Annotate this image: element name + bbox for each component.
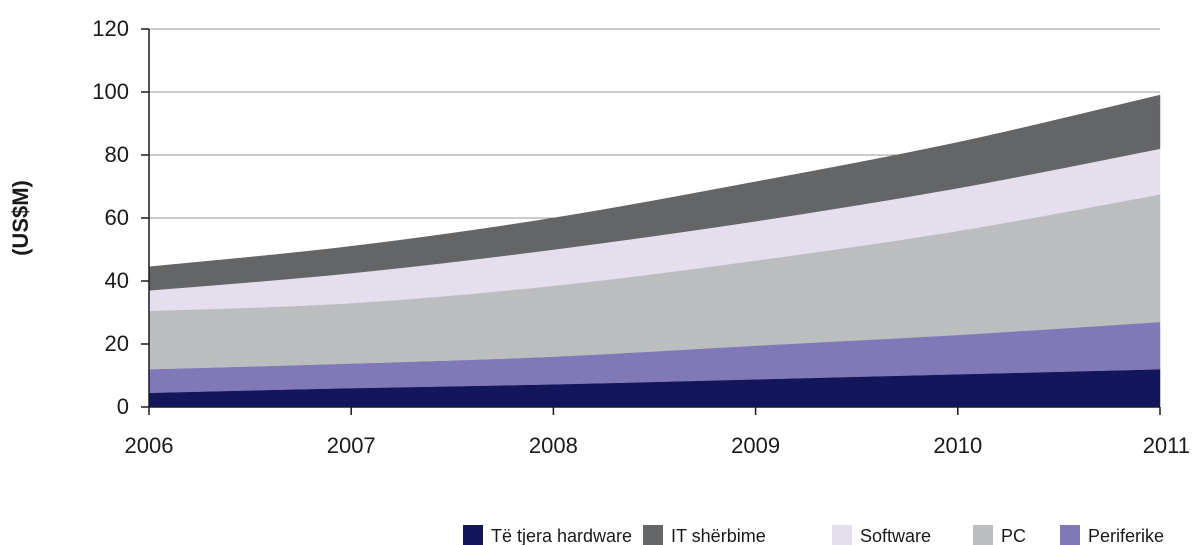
y-tick-labels: 0 20 40 60 80 100 120 (92, 16, 149, 419)
legend-label: Periferike (1088, 526, 1164, 545)
legend-label: PC (1001, 526, 1026, 545)
legend-swatch (832, 525, 852, 545)
legend-swatch (1060, 525, 1080, 545)
x-tick-label: 2010 (933, 433, 982, 458)
legend-label: IT shërbime (671, 526, 766, 545)
x-tick-label: 2006 (125, 433, 174, 458)
legend-item: IT shërbime (643, 525, 766, 545)
y-tick-label: 100 (92, 79, 129, 104)
legend-item: Të tjera hardware (463, 525, 632, 545)
legend: Të tjera hardware IT shërbime Software PC Pe… (463, 525, 1164, 545)
y-tick-label: 80 (105, 142, 129, 167)
legend-swatch (643, 525, 663, 545)
area-series-4 (148, 94, 1161, 291)
x-tick-label: 2007 (327, 433, 376, 458)
x-tick-label: 2009 (731, 433, 780, 458)
legend-swatch (463, 525, 483, 545)
legend-item: Software (832, 525, 931, 545)
x-tick-label: 2011 (1143, 433, 1190, 458)
legend-label: Software (860, 526, 931, 545)
y-tick-label: 0 (117, 394, 129, 419)
legend-item: Periferike (1060, 525, 1164, 545)
legend-swatch (973, 525, 993, 545)
legend-item: PC (973, 525, 1026, 545)
y-tick-label: 20 (105, 331, 129, 356)
y-tick-label: 40 (105, 268, 129, 293)
y-tick-label: 60 (105, 205, 129, 230)
x-tick-labels: 2006 2007 2008 2009 2010 2011 (125, 407, 1190, 458)
y-axis-label: (US$M) (8, 180, 33, 256)
area-series-group (148, 94, 1161, 408)
x-tick-label: 2008 (529, 433, 578, 458)
y-tick-label: 120 (92, 16, 129, 41)
legend-label: Të tjera hardware (491, 526, 632, 545)
